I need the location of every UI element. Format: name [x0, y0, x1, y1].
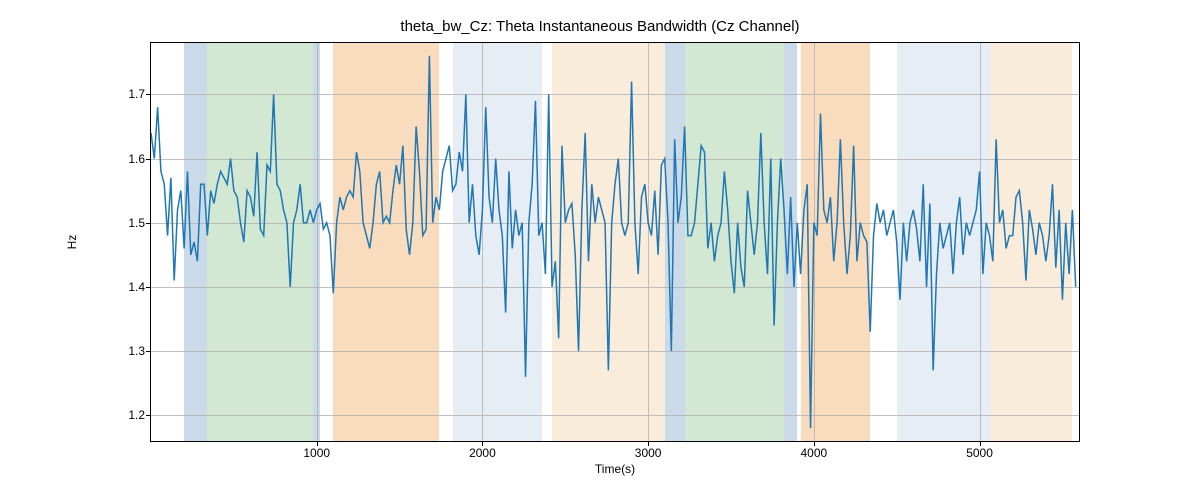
ytick-mark	[146, 351, 150, 352]
x-axis-label: Time(s)	[595, 462, 635, 476]
xtick-label: 4000	[800, 446, 827, 460]
ytick-label: 1.5	[95, 216, 145, 230]
xtick-mark	[648, 442, 649, 446]
xtick-mark	[482, 442, 483, 446]
plot-area	[150, 42, 1080, 442]
y-axis-label: Hz	[65, 235, 79, 250]
ytick-mark	[146, 287, 150, 288]
ytick-label: 1.6	[95, 152, 145, 166]
data-line	[151, 43, 1079, 441]
ytick-label: 1.7	[95, 87, 145, 101]
xtick-label: 2000	[469, 446, 496, 460]
ytick-label: 1.3	[95, 344, 145, 358]
chart-title: theta_bw_Cz: Theta Instantaneous Bandwid…	[0, 18, 1200, 35]
xtick-mark	[980, 442, 981, 446]
chart-figure: theta_bw_Cz: Theta Instantaneous Bandwid…	[0, 0, 1200, 500]
series-line	[151, 56, 1076, 428]
ytick-label: 1.4	[95, 280, 145, 294]
ytick-mark	[146, 415, 150, 416]
ytick-mark	[146, 159, 150, 160]
ytick-mark	[146, 223, 150, 224]
ytick-label: 1.2	[95, 408, 145, 422]
xtick-mark	[317, 442, 318, 446]
xtick-mark	[814, 442, 815, 446]
xtick-label: 5000	[966, 446, 993, 460]
ytick-mark	[146, 94, 150, 95]
xtick-label: 3000	[635, 446, 662, 460]
xtick-label: 1000	[303, 446, 330, 460]
